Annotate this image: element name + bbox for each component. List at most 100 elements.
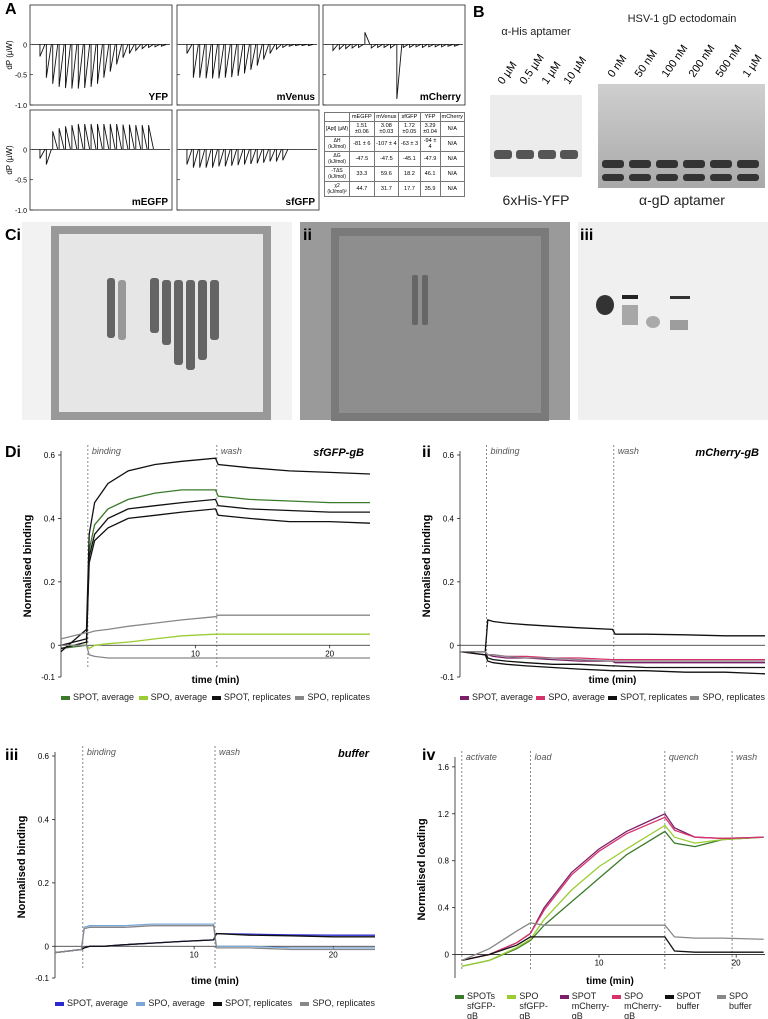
itc-label: mCherry [420,92,462,103]
gel-ci-frame [51,226,271,420]
series-line [54,925,375,954]
series-line [61,644,370,659]
x-tick-label: 10 [191,649,200,658]
table-cell: 59.6 [373,166,400,182]
y-tick-label: 0.2 [38,879,50,888]
itc-peak [351,44,358,49]
legend-swatch [455,995,464,999]
itc-peak [250,44,257,70]
itc-peak [377,44,383,49]
table-row: ΔG (kJ/mol) -47.5 -47.5 -45.1 -47.9 N/A [323,151,466,167]
legend-item: SPOT, average [460,692,533,702]
legend-item: SPO, average [138,692,207,702]
itc-peak [218,149,225,167]
event-label: binding [92,446,121,456]
itc-peak [370,44,377,49]
itc-peak [447,43,454,47]
lane-label: 0 µM [496,60,520,87]
table-cell: -45.1 [398,151,421,167]
table-cell: 44.7 [349,181,375,197]
itc-peak [415,43,422,48]
itc-peak [332,44,339,52]
itc-peak [237,149,244,166]
legend-item: SPOT, replicates [608,692,687,702]
itc-peak [192,149,199,168]
panel-label: iv [422,747,435,764]
itc-peak [390,44,396,49]
x-tick-label: 10 [190,950,199,959]
itc-peak [256,149,263,164]
itc-peak [148,44,154,49]
x-axis-label: time (min) [191,976,239,987]
table-cell: χ2 (kJ/mol)² [323,181,351,197]
table-cell: [Apt] (µM) [323,121,351,137]
legend-label: SPO buffer [728,991,752,1011]
itc-peak [345,44,352,50]
itc-peak [263,149,270,163]
event-label: binding [87,747,116,757]
itc-peak [45,44,52,78]
x-tick-label: 20 [732,959,741,968]
itc-peak [71,44,78,89]
gel-his [490,95,582,177]
table-cell: 33.3 [349,166,375,182]
table-cell: 1.51 ±0.06 [349,121,375,137]
event-label: wash [618,446,639,456]
legend-item: SPOT mCherry-gB [559,991,609,1019]
series-line [60,489,370,650]
series-line [60,508,371,650]
table-cell: 1.72 ±0.05 [398,121,421,137]
table-cell: 18.2 [398,166,421,182]
itc-peak [441,43,447,48]
table-cell: 3.29 ±0.04 [419,121,441,137]
table-cell: N/A [439,166,466,182]
legend-swatch [138,696,148,700]
gel-cii-bands [412,275,428,325]
itc-peak [301,43,308,47]
itc-peak [186,149,193,165]
table-cell: N/A [439,136,466,152]
itc-peak [402,44,409,49]
series-line [60,498,370,646]
column-header: mVenus [373,112,400,122]
legend: SPOTs sfGFP-gB SPO sfGFP-gB SPOT mCherry-g… [455,991,765,1019]
legend: SPOT, average SPO, average SPOT, replicate… [55,998,375,1008]
itc-peak [84,44,91,89]
y-tick-label: -0.1 [440,673,454,682]
legend-item: SPOTs sfGFP-gB [455,991,503,1019]
corner-cell [323,112,351,122]
x-tick-label: 10 [595,959,604,968]
itc-peak [103,123,110,150]
legend-label: SPO sfGFP-gB [519,991,548,1019]
itc-peak [288,43,295,47]
y-tick-label: 0 [45,942,50,951]
gel-ciii-bands [596,295,690,330]
column-header: mCherry [439,112,466,122]
panel-label: Di [5,444,21,461]
legend-swatch [559,995,569,999]
column-header: mEGFP [349,112,375,122]
legend-swatch [664,995,674,999]
gel-gd-bands [602,160,759,181]
table-cell: 35.9 [419,181,441,197]
itc-peak [307,43,314,47]
legend-item: SPO, replicates [690,692,765,702]
y-tick-label: 0 [23,42,27,49]
itc-peak [109,123,116,150]
itc-peak [428,43,434,48]
itc-peak [212,149,218,168]
itc-peak [256,44,263,66]
legend-label: SPOT, average [67,998,129,1008]
y-tick-label: -0.1 [41,673,55,682]
panel-label: B [473,4,485,21]
table-row: -TΔS (kJ/mol) 33.3 59.6 18.2 46.1 N/A [323,166,466,182]
y-tick-label: 0.6 [44,451,56,460]
event-label: wash [221,446,242,456]
legend: SPOT, average SPO, average SPOT, replicate… [61,692,370,702]
series-line [54,923,375,954]
itc-peak [224,149,231,167]
itc-peak [212,44,218,79]
legend-label: SPO, replicates [702,692,765,702]
